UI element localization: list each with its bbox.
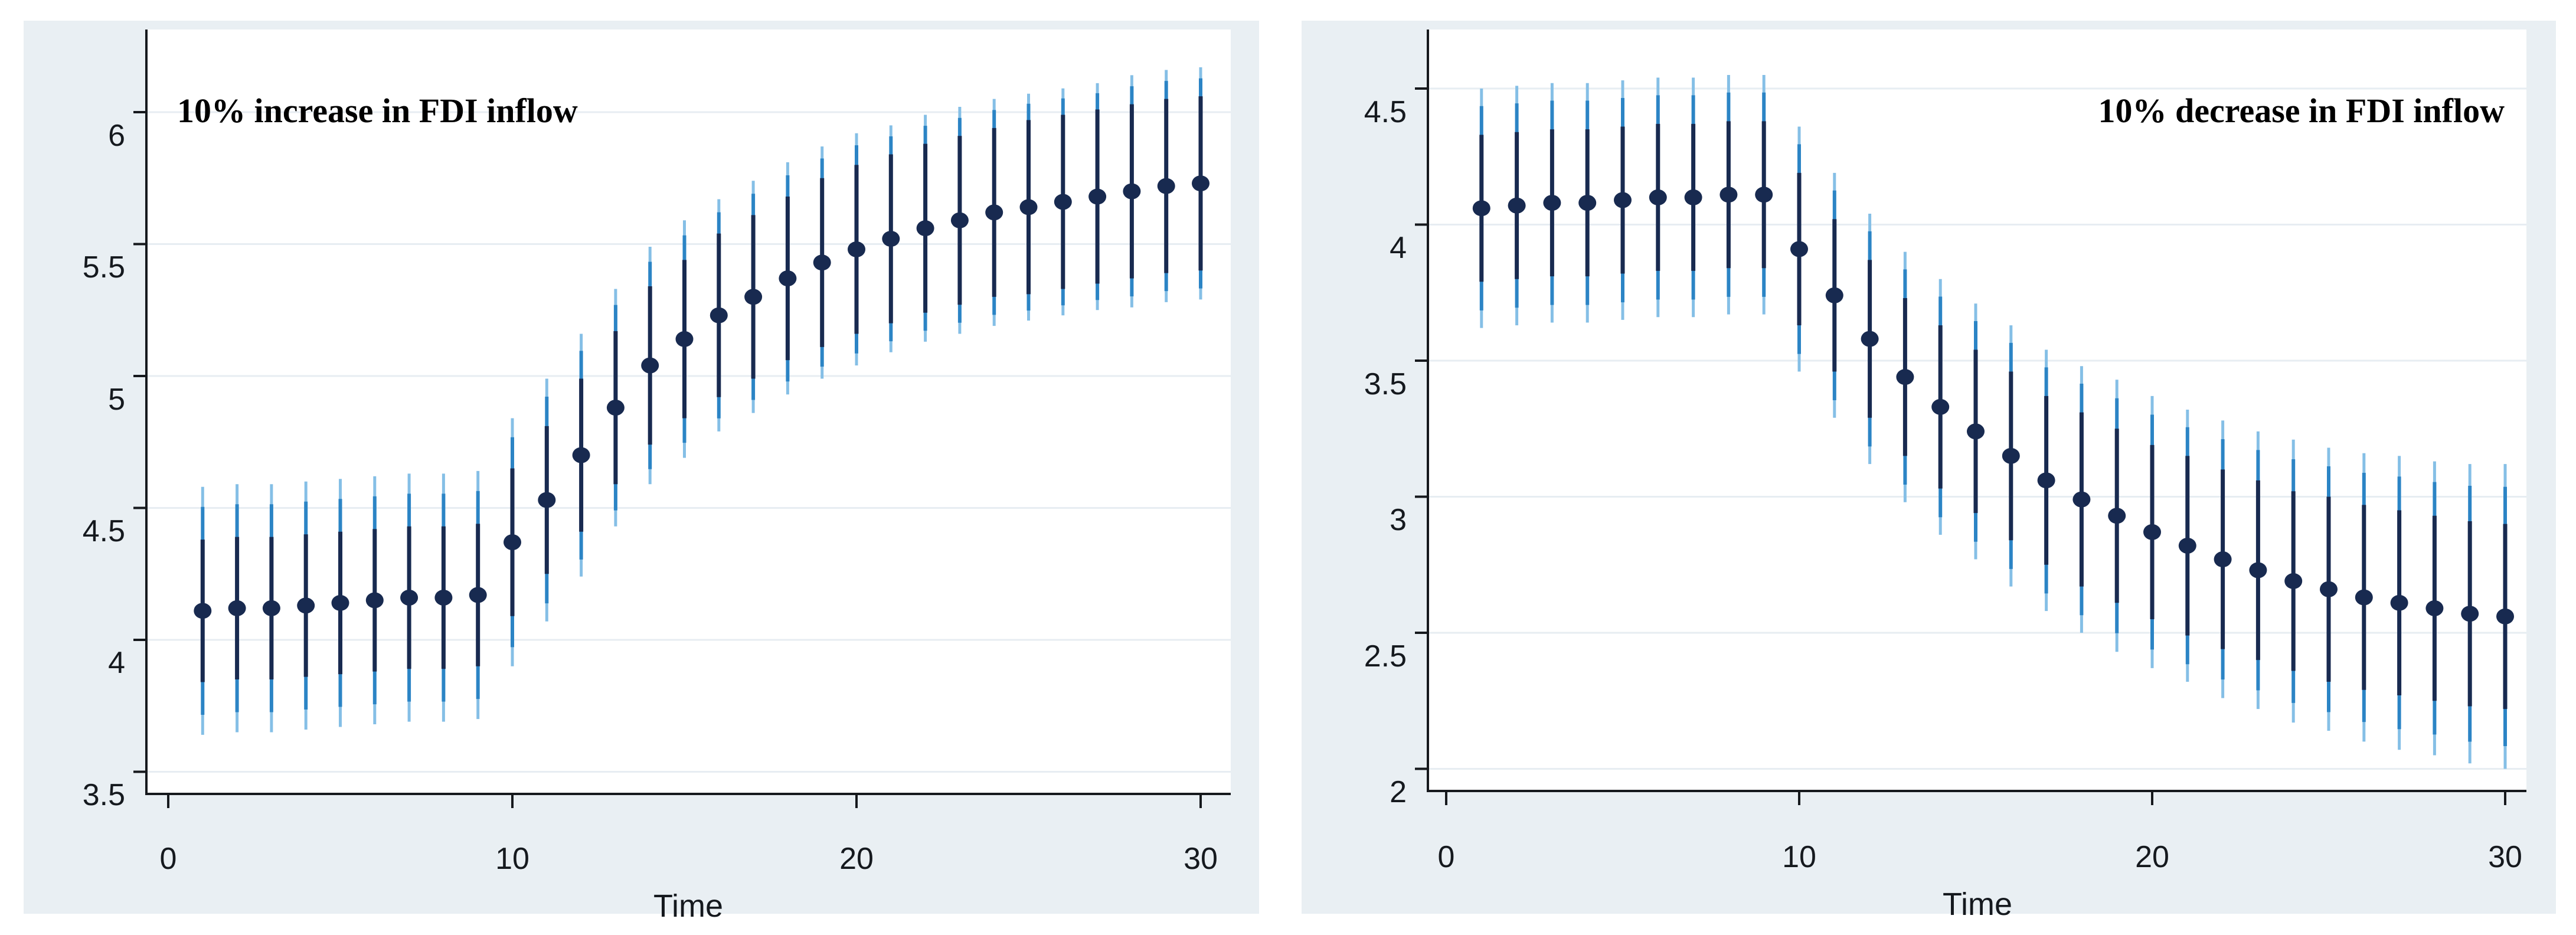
data-point <box>2108 508 2126 524</box>
y-tick-label-4r: 4 <box>1390 231 1407 265</box>
data-point <box>1088 188 1107 205</box>
data-point <box>1684 189 1702 205</box>
y-tick-label-3-5r: 3.5 <box>1364 367 1407 401</box>
data-point <box>2037 472 2055 489</box>
data-point <box>1578 195 1597 211</box>
data-point <box>2320 581 2338 597</box>
y-tick-label-5-5: 5.5 <box>82 250 125 285</box>
data-point <box>1825 287 1843 303</box>
data-point <box>985 204 1003 221</box>
x-tick-label-30: 30 <box>1184 842 1218 876</box>
data-point <box>813 254 831 271</box>
data-point <box>1614 192 1632 208</box>
chart-increase-canvas <box>24 21 1259 914</box>
data-point <box>1543 195 1561 211</box>
data-point <box>228 600 246 616</box>
x-tick-label-30r: 30 <box>2488 840 2522 874</box>
data-point <box>2355 589 2373 606</box>
data-point <box>1508 197 1526 214</box>
data-point <box>1054 194 1072 210</box>
plot-area <box>146 30 1231 794</box>
data-point <box>2178 537 2196 554</box>
data-point <box>1719 187 1738 203</box>
data-point <box>262 600 280 616</box>
data-point <box>916 220 934 237</box>
y-tick-label-4-5r: 4.5 <box>1364 95 1407 129</box>
y-tick-label-3r: 3 <box>1390 503 1407 537</box>
chart-decrease-canvas <box>1302 21 2556 914</box>
data-point <box>882 231 900 247</box>
data-point <box>504 534 521 551</box>
chart-increase-title: 10% increase in FDI inflow <box>177 91 578 130</box>
y-tick-label-5: 5 <box>108 382 125 417</box>
data-point <box>1192 175 1209 192</box>
data-point <box>2390 594 2408 611</box>
data-point <box>1931 398 1950 415</box>
data-point <box>194 603 212 619</box>
y-tick-label-4: 4 <box>108 646 125 680</box>
data-point <box>469 587 487 603</box>
data-point <box>1123 183 1141 200</box>
x-tick-label-20r: 20 <box>2135 840 2169 874</box>
chart-decrease-title: 10% decrease in FDI inflow <box>2098 91 2505 130</box>
x-tick-label-0: 0 <box>159 842 177 876</box>
data-point <box>2214 551 2232 568</box>
x-axis-title-time-decrease: Time <box>1943 887 2012 922</box>
y-tick-label-2r: 2 <box>1390 775 1407 809</box>
data-point <box>710 307 728 323</box>
data-point <box>675 331 694 347</box>
data-point <box>641 357 659 374</box>
data-point <box>1790 241 1808 257</box>
data-point <box>2002 447 2020 464</box>
data-point <box>950 212 969 228</box>
data-point <box>2284 573 2303 589</box>
data-point <box>848 241 865 257</box>
data-point <box>2249 562 2267 578</box>
data-point <box>297 597 315 614</box>
data-point <box>1755 187 1773 203</box>
data-point <box>1157 178 1175 194</box>
data-point <box>1019 199 1038 215</box>
data-point <box>331 594 349 611</box>
data-point <box>779 270 797 287</box>
data-point <box>2496 608 2514 625</box>
x-tick-label-10r: 10 <box>1782 840 1816 874</box>
y-tick-label-6: 6 <box>108 119 125 153</box>
x-axis-title-time-increase: Time <box>653 888 723 924</box>
data-point <box>400 589 419 606</box>
data-point <box>1649 189 1667 205</box>
data-point <box>1967 423 1985 440</box>
x-tick-label-20: 20 <box>839 842 874 876</box>
data-point <box>2425 600 2444 617</box>
y-tick-label-4-5: 4.5 <box>82 514 125 548</box>
data-point <box>2143 524 2161 540</box>
x-tick-label-0r: 0 <box>1437 840 1455 874</box>
data-point <box>1896 369 1914 385</box>
data-point <box>572 447 590 463</box>
x-tick-label-10: 10 <box>495 842 529 876</box>
data-point <box>2072 491 2091 508</box>
data-point <box>434 589 453 606</box>
data-point <box>538 492 556 508</box>
data-point <box>1472 200 1490 217</box>
y-tick-label-2-5r: 2.5 <box>1364 639 1407 674</box>
data-point <box>2461 606 2479 622</box>
data-point <box>365 592 384 609</box>
data-point <box>744 289 763 305</box>
y-tick-label-3-5: 3.5 <box>82 778 125 812</box>
data-point <box>606 400 625 416</box>
data-point <box>1861 331 1879 347</box>
